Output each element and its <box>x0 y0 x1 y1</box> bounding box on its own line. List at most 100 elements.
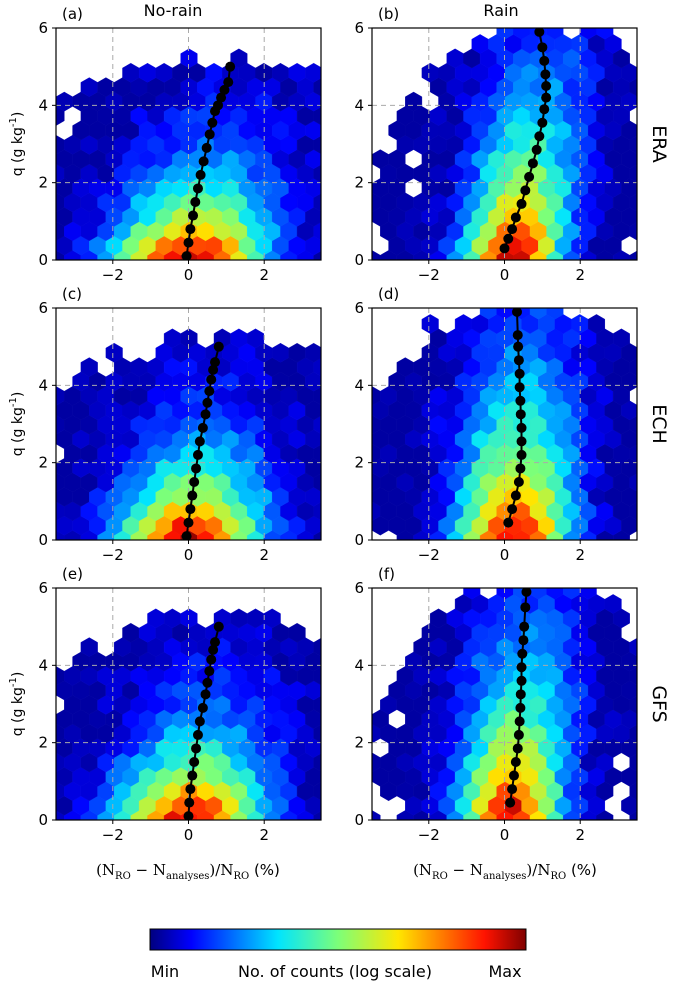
hexbin <box>638 652 655 671</box>
panel-letter: (a) <box>62 5 83 23</box>
ytick-label: 4 <box>38 96 48 114</box>
xlabel-sub: RO <box>550 871 566 882</box>
mean-profile-point <box>512 743 523 754</box>
mean-profile-point <box>185 784 196 795</box>
xtick-label: 0 <box>184 546 194 564</box>
hexbin <box>629 637 637 657</box>
mean-profile-point <box>183 811 194 820</box>
hexbin <box>56 211 57 222</box>
xlabel-sub: RO <box>233 871 249 882</box>
mean-profile-point <box>208 644 219 655</box>
mean-profile-point <box>505 797 516 808</box>
mean-profile-point <box>187 490 198 501</box>
xtick-label: 0 <box>500 266 510 284</box>
ytick-label: 4 <box>354 656 364 674</box>
panel-e: −2 0 2 0 2 4 6 (e) <box>31 565 339 844</box>
hexbin <box>313 637 321 657</box>
xlabel-part: − N <box>131 861 166 879</box>
ylabel-sup: -1 <box>8 397 19 407</box>
hexbin <box>322 92 339 111</box>
hexbin <box>322 121 339 140</box>
xlabel-part: )/N <box>526 861 550 879</box>
mean-profile-point <box>520 185 531 196</box>
hexbin <box>322 372 339 391</box>
mean-profile-point <box>537 117 548 128</box>
mean-profile-point <box>202 397 213 408</box>
mean-profile-point <box>202 677 213 688</box>
mean-profile-point <box>200 689 211 700</box>
mean-profile-point <box>191 743 202 754</box>
mean-profile-point <box>189 757 200 767</box>
panel-b: −2 0 2 0 2 4 6 (b) <box>354 5 655 284</box>
ytick-label: 6 <box>354 579 364 597</box>
mean-profile-point <box>213 621 224 632</box>
mean-profile-point <box>181 531 192 540</box>
mean-profile-point <box>195 169 206 180</box>
hexbin <box>638 178 655 197</box>
mean-profile-line <box>509 591 528 803</box>
hexbin <box>638 796 655 815</box>
mean-profile-point <box>515 409 526 420</box>
hexbin <box>322 236 339 255</box>
hexbin <box>638 343 655 362</box>
hexbin <box>305 62 321 83</box>
panel-c: −2 0 2 0 2 4 6 (c) <box>38 285 339 564</box>
ytick-label: 6 <box>354 299 364 317</box>
panel-letter: (e) <box>62 565 83 583</box>
mean-profile-point <box>206 654 217 665</box>
hexbin <box>322 150 339 169</box>
hexbin <box>56 714 57 725</box>
mean-profile-point <box>208 364 219 375</box>
hexbin <box>31 695 48 714</box>
ytick-label: 2 <box>354 454 364 472</box>
xtick-label: −2 <box>418 266 440 284</box>
mean-profile-point <box>515 463 526 474</box>
xtick-label: 0 <box>184 826 194 844</box>
hexbin <box>322 207 339 226</box>
hexbin <box>322 487 339 506</box>
ytick-label: 6 <box>38 19 48 37</box>
hexbin <box>56 405 57 416</box>
hexbin <box>322 178 339 197</box>
xtick-label: 0 <box>500 826 510 844</box>
mean-profile-point <box>534 28 545 37</box>
hexbin <box>546 28 564 40</box>
mean-profile-point <box>210 637 220 648</box>
ylabel-main: q (g kg <box>10 687 26 736</box>
ylabel-row-2: q (g kg-1) <box>8 392 26 457</box>
hexbin <box>31 782 48 801</box>
mean-profile-point <box>517 648 528 659</box>
mean-profile-point <box>507 784 518 795</box>
mean-profile-point <box>534 131 545 142</box>
ylabel-row-3: q (g kg-1) <box>8 672 26 737</box>
mean-profile-point <box>537 42 548 53</box>
hexbin <box>322 681 339 700</box>
mean-profile-point <box>507 224 518 235</box>
mean-profile-point <box>206 374 217 385</box>
hexbin <box>529 588 547 600</box>
mean-profile-point <box>514 716 525 727</box>
ylabel-main: q (g kg <box>10 407 26 456</box>
panel-a: −2 0 2 0 2 4 6 (a) <box>38 5 339 284</box>
xlabel-sub: RO <box>115 871 131 882</box>
ytick-label: 4 <box>38 376 48 394</box>
row-label-era: ERA <box>648 125 670 162</box>
mean-profile-point <box>540 69 551 80</box>
xlabel-part: − N <box>448 861 483 879</box>
hexbin <box>322 401 339 420</box>
hexbin <box>638 236 655 255</box>
xtick-label: 2 <box>575 546 585 564</box>
ylabel-main: q (g kg <box>10 127 26 176</box>
hexbin <box>305 342 321 363</box>
mean-profile-point <box>508 770 519 781</box>
xtick-label: −2 <box>418 546 440 564</box>
mean-profile-point <box>223 77 234 88</box>
xlabel-sub: RO <box>432 871 448 882</box>
colorbar-max-label: Max <box>488 962 521 981</box>
xtick-label: 0 <box>184 266 194 284</box>
xlabel-unit: (%) <box>566 861 597 879</box>
mean-profile-point <box>201 142 212 153</box>
panel-letter: (f) <box>378 565 395 583</box>
ytick-label: 4 <box>354 376 364 394</box>
mean-profile-point <box>515 702 526 713</box>
